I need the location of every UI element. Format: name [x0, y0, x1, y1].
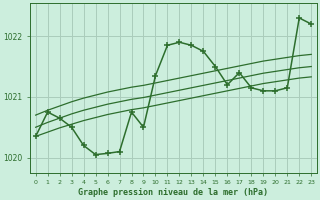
X-axis label: Graphe pression niveau de la mer (hPa): Graphe pression niveau de la mer (hPa): [78, 188, 268, 197]
